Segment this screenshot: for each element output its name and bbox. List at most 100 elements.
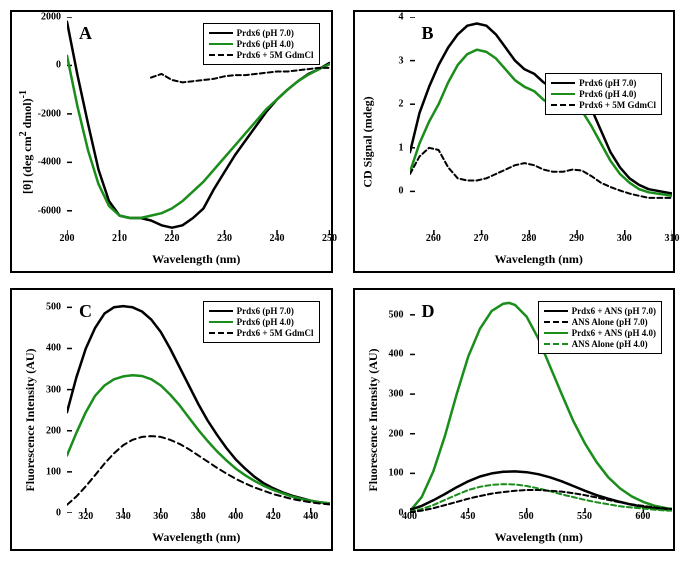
y-tick-label: 2	[399, 99, 404, 110]
x-tick-label: 200	[60, 233, 75, 244]
x-tick-label: 260	[426, 233, 441, 244]
legend-item: ANS Alone (pH 4.0)	[544, 339, 656, 349]
legend: Prdx6 (pH 7.0)Prdx6 (pH 4.0)Prdx6 + 5M G…	[545, 73, 662, 115]
panel-b: BCD Signal (mdeg)Wavelength (nm)01234260…	[353, 10, 676, 273]
legend-swatch	[209, 54, 233, 56]
y-tick-label: 400	[389, 349, 404, 360]
y-tick-label: 400	[46, 343, 61, 354]
y-tick-label: 100	[46, 466, 61, 477]
legend-swatch	[209, 32, 233, 34]
legend: Prdx6 (pH 7.0)Prdx6 (pH 4.0)Prdx6 + 5M G…	[203, 301, 320, 343]
legend-label: Prdx6 (pH 7.0)	[579, 78, 636, 88]
y-tick-label: 100	[389, 468, 404, 479]
series-gdmcl	[151, 68, 330, 83]
legend-item: Prdx6 + ANS (pH 4.0)	[544, 328, 656, 338]
y-tick-label: 300	[46, 384, 61, 395]
y-ticks: -6000-4000-200002000	[12, 17, 65, 231]
y-tick-label: -4000	[38, 157, 61, 168]
y-tick-label: 4	[399, 12, 404, 23]
legend-swatch	[551, 93, 575, 95]
x-tick-label: 210	[112, 233, 127, 244]
x-tick-label: 500	[519, 511, 534, 522]
legend-swatch	[544, 310, 568, 312]
y-tick-label: 0	[399, 186, 404, 197]
x-tick-label: 220	[165, 233, 180, 244]
legend-swatch	[544, 321, 568, 323]
legend: Prdx6 + ANS (pH 7.0)ANS Alone (pH 7.0)Pr…	[538, 301, 662, 354]
legend-swatch	[209, 43, 233, 45]
legend-item: Prdx6 (pH 7.0)	[209, 306, 314, 316]
x-tick-label: 360	[153, 511, 168, 522]
x-tick-label: 400	[228, 511, 243, 522]
y-tick-label: -6000	[38, 205, 61, 216]
x-tick-label: 450	[460, 511, 475, 522]
y-tick-label: 1	[399, 142, 404, 153]
x-tick-label: 380	[191, 511, 206, 522]
y-tick-label: 3	[399, 55, 404, 66]
x-tick-label: 250	[322, 233, 337, 244]
legend-label: Prdx6 + 5M GdmCl	[237, 328, 314, 338]
x-tick-label: 230	[217, 233, 232, 244]
legend-label: ANS Alone (pH 4.0)	[572, 339, 648, 349]
x-tick-label: 440	[303, 511, 318, 522]
panel-c: CFluorescence Intensity (AU)Wavelength (…	[10, 288, 333, 551]
x-axis-label: Wavelength (nm)	[67, 252, 326, 267]
y-tick-label: 200	[46, 425, 61, 436]
legend-swatch	[544, 343, 568, 345]
panel-letter: C	[79, 301, 92, 322]
legend-item: Prdx6 (pH 4.0)	[209, 39, 314, 49]
legend-item: Prdx6 + 5M GdmCl	[551, 100, 656, 110]
legend-label: Prdx6 + ANS (pH 7.0)	[572, 306, 656, 316]
x-ticks: 260270280290300310	[410, 233, 669, 247]
legend-item: Prdx6 (pH 7.0)	[551, 78, 656, 88]
x-tick-label: 310	[665, 233, 680, 244]
legend-swatch	[551, 82, 575, 84]
x-tick-label: 600	[635, 511, 650, 522]
y-tick-label: 500	[389, 309, 404, 320]
legend-item: Prdx6 (pH 4.0)	[209, 317, 314, 327]
x-ticks: 400450500550600	[410, 511, 669, 525]
x-ticks: 320340360380400420440	[67, 511, 326, 525]
y-tick-label: 300	[389, 389, 404, 400]
x-tick-label: 240	[270, 233, 285, 244]
legend-swatch	[209, 321, 233, 323]
panel-d: DFluorescence Intensity (AU)Wavelength (…	[353, 288, 676, 551]
plot-area	[410, 17, 669, 231]
x-tick-label: 280	[521, 233, 536, 244]
legend-label: Prdx6 (pH 4.0)	[237, 39, 294, 49]
series-ph4	[67, 375, 330, 503]
x-tick-label: 290	[569, 233, 584, 244]
x-axis-label: Wavelength (nm)	[67, 530, 326, 545]
series-gdmcl	[410, 148, 673, 198]
legend-label: Prdx6 (pH 4.0)	[579, 89, 636, 99]
legend-swatch	[551, 104, 575, 106]
legend-swatch	[544, 332, 568, 334]
x-ticks: 200210220230240250	[67, 233, 326, 247]
legend-label: Prdx6 (pH 7.0)	[237, 28, 294, 38]
panel-letter: D	[422, 301, 435, 322]
legend-label: ANS Alone (pH 7.0)	[572, 317, 648, 327]
legend-label: Prdx6 + 5M GdmCl	[237, 50, 314, 60]
x-axis-label: Wavelength (nm)	[410, 252, 669, 267]
legend-item: Prdx6 + ANS (pH 7.0)	[544, 306, 656, 316]
y-tick-label: -2000	[38, 108, 61, 119]
y-ticks: 01234	[355, 17, 408, 231]
legend-item: Prdx6 (pH 4.0)	[551, 89, 656, 99]
y-tick-label: 500	[46, 302, 61, 313]
x-tick-label: 270	[474, 233, 489, 244]
panel-a: A[θ] (deg cm2 dmol)-1Wavelength (nm)-600…	[10, 10, 333, 273]
legend: Prdx6 (pH 7.0)Prdx6 (pH 4.0)Prdx6 + 5M G…	[203, 23, 320, 65]
y-tick-label: 2000	[41, 12, 61, 23]
series-ph4	[410, 50, 673, 196]
x-tick-label: 320	[78, 511, 93, 522]
legend-item: Prdx6 + 5M GdmCl	[209, 50, 314, 60]
legend-item: Prdx6 (pH 7.0)	[209, 28, 314, 38]
y-tick-label: 0	[56, 60, 61, 71]
legend-swatch	[209, 310, 233, 312]
legend-label: Prdx6 (pH 4.0)	[237, 317, 294, 327]
series-alone7	[410, 490, 673, 512]
panel-letter: A	[79, 23, 92, 44]
x-tick-label: 340	[116, 511, 131, 522]
y-tick-label: 200	[389, 428, 404, 439]
legend-label: Prdx6 + 5M GdmCl	[579, 100, 656, 110]
